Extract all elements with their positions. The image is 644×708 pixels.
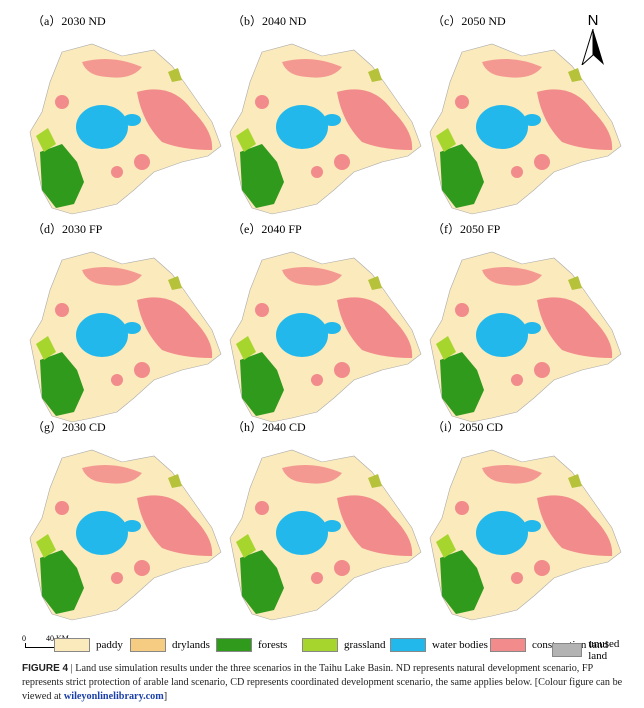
north-arrow: N [580, 12, 606, 70]
legend-label: drylands [172, 639, 210, 651]
land-use-map [29, 251, 222, 423]
legend-swatch [390, 638, 426, 652]
legend-label: water bodies [432, 639, 488, 651]
legend-item: forests [216, 638, 287, 652]
map-panel: （e）2040 FP [222, 220, 427, 423]
legend-swatch [552, 643, 583, 657]
map-panel: （a）2030 ND [22, 12, 227, 215]
land-use-map [29, 43, 222, 215]
legend-label: grassland [344, 639, 386, 651]
caption-link[interactable]: wileyonlinelibrary.com [63, 691, 164, 702]
legend-swatch [216, 638, 252, 652]
caption-text: Land use simulation results under the th… [22, 663, 623, 702]
legend-label: paddy [96, 639, 123, 651]
scale-start: 0 [22, 634, 26, 643]
land-use-map [429, 43, 622, 215]
land-use-map [229, 449, 422, 621]
legend-swatch [302, 638, 338, 652]
map-panel: （i）2050 CD [422, 418, 627, 621]
legend-swatch [130, 638, 166, 652]
caption-label: FIGURE 4 [22, 663, 69, 674]
panel-label: （f）2050 FP [432, 222, 501, 236]
land-use-map [229, 43, 422, 215]
legend-item: paddy [54, 638, 123, 652]
legend-swatch [54, 638, 90, 652]
map-panel: （d）2030 FP [22, 220, 227, 423]
legend-swatch [490, 638, 526, 652]
caption-sep: | [70, 663, 73, 674]
map-panel: （f）2050 FP [422, 220, 627, 423]
caption: FIGURE 4 | Land use simulation results u… [22, 662, 626, 704]
panel-label: （b）2040 ND [232, 14, 307, 28]
panel-label: （g）2030 CD [32, 420, 106, 434]
land-use-map [429, 449, 622, 621]
legend-label: unused land [588, 638, 620, 662]
north-label: N [587, 12, 599, 29]
legend: 0 40 KM paddydrylandsforestsgrasslandwat… [22, 634, 632, 662]
legend-item: drylands [130, 638, 210, 652]
land-use-map [29, 449, 222, 621]
map-panel: （h）2040 CD [222, 418, 427, 621]
map-panel: （g）2030 CD [22, 418, 227, 621]
panel-label: （d）2030 FP [32, 222, 103, 236]
panel-label: （a）2030 ND [32, 14, 106, 28]
legend-item: water bodies [390, 638, 488, 652]
legend-label: forests [258, 639, 288, 651]
panel-label: （i）2050 CD [432, 420, 504, 434]
panel-label: （c）2050 ND [432, 14, 506, 28]
legend-item: unused land [552, 638, 632, 662]
land-use-map [429, 251, 622, 423]
land-use-map [229, 251, 422, 423]
north-icon [580, 28, 604, 67]
caption-end: ] [163, 691, 168, 702]
map-panel: （b）2040 ND [222, 12, 427, 215]
map-panel: （c）2050 ND [422, 12, 627, 215]
panel-label: （h）2040 CD [232, 420, 306, 434]
legend-item: grassland [302, 638, 386, 652]
panel-label: （e）2040 FP [232, 222, 302, 236]
